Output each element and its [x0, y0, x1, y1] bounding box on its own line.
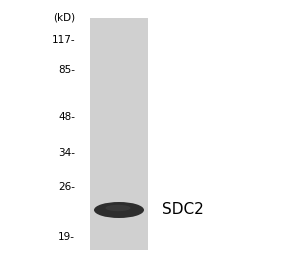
Text: 48-: 48- — [58, 112, 75, 122]
Text: 117-: 117- — [52, 35, 75, 45]
Bar — [90, 18, 148, 250]
Text: 34-: 34- — [58, 148, 75, 158]
Text: SDC2: SDC2 — [162, 202, 204, 218]
Text: 85-: 85- — [58, 65, 75, 75]
Ellipse shape — [94, 202, 144, 218]
Text: (kD): (kD) — [53, 12, 75, 22]
Ellipse shape — [106, 205, 130, 211]
Text: 26-: 26- — [58, 182, 75, 192]
Text: 19-: 19- — [58, 232, 75, 242]
